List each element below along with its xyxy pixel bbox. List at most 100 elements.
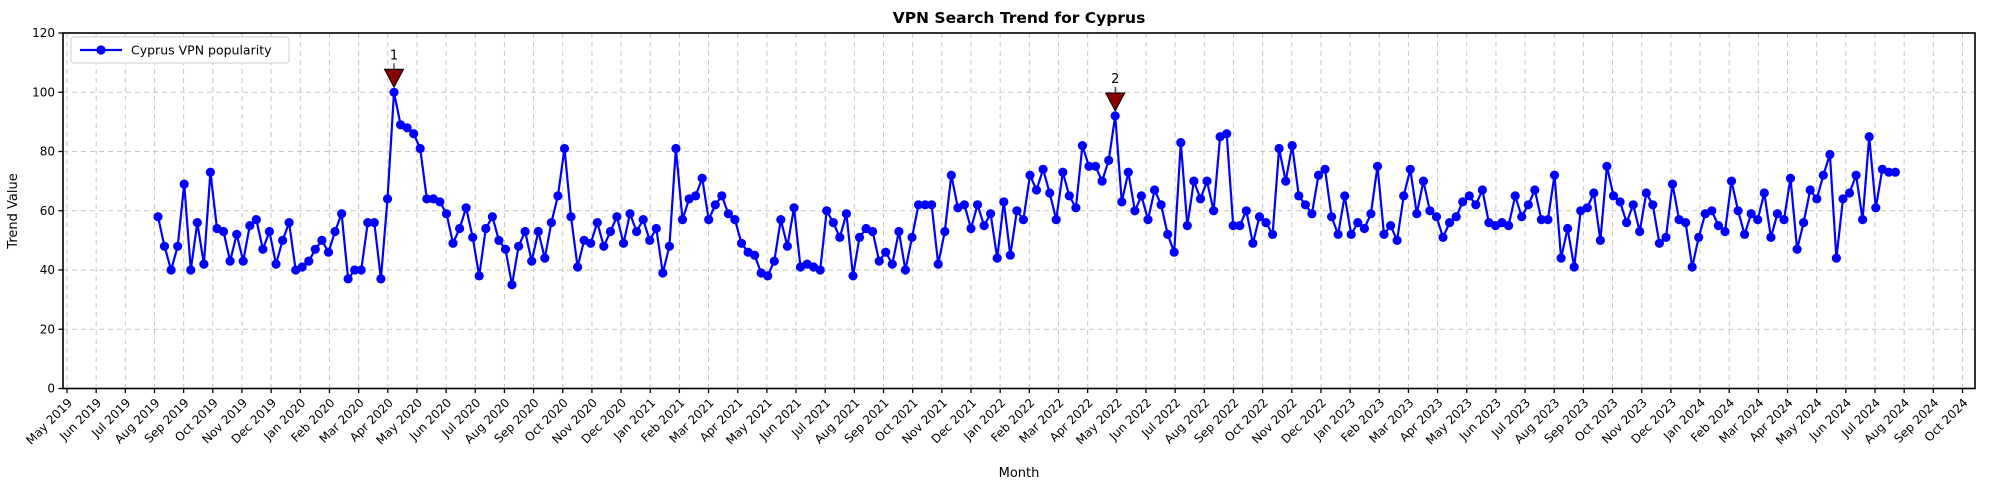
data-point-marker: [1418, 176, 1428, 186]
data-point-marker: [1169, 247, 1179, 257]
data-point-marker: [1707, 206, 1717, 216]
data-point-marker: [750, 250, 760, 260]
data-point-marker: [966, 223, 976, 234]
data-point-marker: [874, 256, 884, 266]
data-point-marker: [1851, 170, 1861, 180]
data-point-marker: [920, 200, 930, 210]
data-point-marker: [1681, 218, 1691, 228]
data-point-marker: [1458, 197, 1468, 207]
data-point-marker: [664, 241, 675, 251]
data-point-marker: [1864, 132, 1874, 142]
data-point-marker: [1261, 218, 1271, 228]
data-point-marker: [1510, 191, 1520, 201]
data-point-marker: [854, 232, 865, 242]
data-point-marker: [1661, 232, 1671, 242]
data-point-marker: [730, 215, 740, 225]
data-point-marker: [1051, 215, 1061, 225]
data-point-marker: [376, 274, 386, 284]
data-point-marker: [723, 209, 734, 219]
data-point-marker: [527, 256, 537, 266]
data-point-marker: [959, 200, 970, 210]
data-point-marker: [514, 241, 524, 251]
data-point-marker: [271, 259, 281, 269]
data-point-marker: [1694, 232, 1704, 242]
data-point-marker: [586, 238, 596, 248]
data-point-marker: [1097, 176, 1107, 186]
data-point-marker: [1425, 206, 1435, 216]
data-point-marker: [717, 191, 727, 201]
data-point-marker: [245, 221, 255, 231]
data-point-marker: [1759, 188, 1769, 198]
data-point-marker: [599, 241, 609, 251]
data-point-marker: [1313, 170, 1324, 180]
data-point-marker: [1726, 176, 1737, 186]
data-point-marker: [815, 265, 825, 275]
data-point-marker: [1530, 185, 1540, 195]
data-point-marker: [1831, 253, 1841, 263]
y-tick-label: 0: [47, 382, 55, 396]
data-point-marker: [356, 265, 366, 275]
data-point-marker: [1464, 191, 1474, 201]
data-point-marker: [1281, 176, 1291, 186]
data-point-marker: [881, 247, 891, 257]
data-point-marker: [946, 170, 956, 180]
data-point-marker: [1117, 197, 1127, 207]
data-point-marker: [697, 173, 707, 183]
data-point-marker: [507, 280, 517, 290]
annotations: 12: [383, 48, 1126, 113]
data-point-marker: [415, 143, 425, 154]
data-point-marker: [736, 238, 747, 248]
data-point-marker: [1569, 262, 1579, 272]
data-point-marker: [1471, 200, 1481, 210]
data-point-marker: [1602, 161, 1612, 171]
data-point-marker: [304, 256, 314, 266]
annotation-triangle-icon: [1104, 92, 1126, 113]
data-point-marker: [1189, 176, 1199, 186]
data-point-marker: [841, 209, 852, 219]
data-point-marker: [1438, 232, 1448, 242]
data-point-marker: [153, 212, 163, 222]
data-point-marker: [1123, 167, 1133, 177]
data-point-marker: [835, 232, 845, 242]
peak-annotation-2: 2: [1104, 72, 1126, 113]
legend-marker-icon: [96, 45, 106, 55]
data-point-marker: [1825, 149, 1835, 160]
data-point-marker: [1412, 209, 1422, 219]
annotation-label: 2: [1111, 72, 1119, 87]
data-point-marker: [1182, 221, 1192, 231]
data-point-marker: [848, 271, 858, 281]
data-point-marker: [763, 271, 773, 281]
data-point-marker: [1766, 232, 1776, 242]
data-point-marker: [1641, 188, 1651, 198]
data-point-marker: [409, 129, 419, 139]
data-point-marker: [1307, 209, 1317, 219]
data-point-marker: [1366, 209, 1376, 219]
data-point-marker: [251, 215, 261, 225]
data-point-marker: [1563, 223, 1573, 234]
data-point-marker: [1785, 173, 1796, 183]
annotation-triangle-icon: [383, 68, 405, 89]
data-point-marker: [310, 244, 320, 254]
data-point-marker: [1753, 215, 1763, 225]
data-point-marker: [520, 226, 530, 237]
data-point-marker: [166, 265, 176, 275]
data-point-marker: [297, 262, 307, 272]
legend-box: [70, 36, 290, 64]
data-point-marker: [1241, 206, 1251, 216]
x-axis-label: Month: [999, 466, 1040, 481]
data-point-marker: [1202, 176, 1212, 186]
data-point-marker: [1477, 185, 1487, 195]
data-point-marker: [710, 200, 720, 210]
data-point-marker: [1386, 221, 1396, 231]
data-point-marker: [1222, 129, 1232, 139]
data-point-marker: [199, 259, 209, 269]
data-point-marker: [179, 179, 189, 189]
data-point-marker: [402, 123, 412, 133]
data-point-marker: [1838, 194, 1848, 204]
data-point-marker: [258, 244, 268, 254]
data-point-marker: [645, 235, 655, 245]
data-point-marker: [1379, 229, 1389, 239]
data-point-marker: [1268, 229, 1278, 239]
y-tick-label: 120: [32, 26, 55, 40]
data-point-marker: [1667, 179, 1678, 189]
